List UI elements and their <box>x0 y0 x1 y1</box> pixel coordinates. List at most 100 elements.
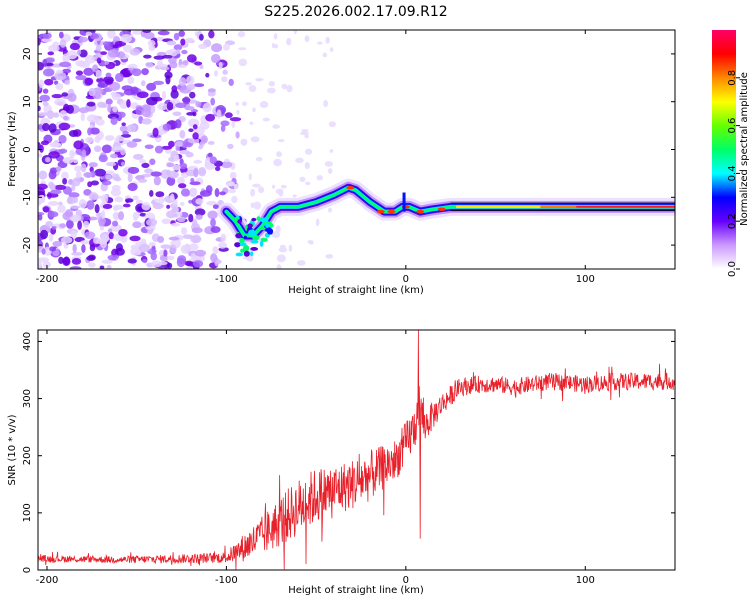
noise-blob <box>63 115 69 121</box>
noise-blob <box>58 134 67 144</box>
noise-blob <box>40 229 49 240</box>
noise-blob <box>224 158 230 162</box>
noise-blob <box>252 107 256 113</box>
noise-blob <box>88 87 96 97</box>
noise-blob <box>273 43 279 49</box>
noise-blob <box>70 205 80 210</box>
noise-blob <box>83 67 94 76</box>
noise-blob <box>39 94 51 102</box>
noise-blob <box>304 134 309 139</box>
noise-blob <box>87 127 92 136</box>
noise-blob <box>114 176 122 182</box>
noise-blob <box>137 178 148 183</box>
noise-blob <box>38 183 48 190</box>
noise-blob <box>209 156 218 164</box>
noise-blob <box>75 74 87 81</box>
noise-blob <box>107 228 113 234</box>
noise-blob <box>170 89 179 99</box>
noise-blob <box>47 200 60 206</box>
noise-blob <box>327 168 333 174</box>
noise-blob <box>106 264 112 269</box>
noise-blob <box>61 171 69 181</box>
noise-blob <box>176 216 186 223</box>
noise-blob <box>173 213 179 218</box>
noise-blob <box>329 47 334 53</box>
noise-blob <box>129 235 141 242</box>
noise-blob <box>208 30 215 39</box>
ridge-cluster <box>257 226 266 231</box>
noise-blob <box>253 201 262 210</box>
noise-blob <box>136 91 149 99</box>
x-tick-label: -100 <box>215 274 238 285</box>
noise-blob <box>51 94 63 99</box>
noise-blob <box>139 212 147 217</box>
snr-frame <box>37 329 676 571</box>
noise-blob <box>75 70 84 76</box>
noise-blob <box>141 108 152 118</box>
ridge-cluster <box>250 251 254 257</box>
snr-x-ticks: -200 -100 0 100 <box>36 330 595 586</box>
noise-blob <box>38 260 43 269</box>
noise-blob <box>174 119 182 129</box>
noise-blob <box>153 176 161 186</box>
noise-blob <box>271 231 281 239</box>
noise-blob <box>176 176 185 185</box>
snr-x-label: Height of straight line (km) <box>288 585 424 596</box>
noise-blob <box>259 100 269 109</box>
noise-blob <box>45 57 55 63</box>
noise-blob <box>146 97 158 106</box>
noise-blob <box>57 204 66 213</box>
noise-blob <box>220 124 226 132</box>
noise-blob <box>205 113 216 122</box>
noise-blob <box>189 187 198 196</box>
x-tick-label: 100 <box>576 575 595 586</box>
noise-blob <box>132 195 139 201</box>
noise-blob <box>176 257 186 268</box>
noise-blob <box>38 153 43 158</box>
ridge-cluster <box>266 228 274 235</box>
noise-blob <box>49 167 58 174</box>
noise-blob <box>158 196 165 204</box>
noise-blob <box>189 181 201 186</box>
noise-blob <box>238 58 248 67</box>
noise-blob <box>157 102 168 111</box>
noise-blob <box>273 33 278 40</box>
ridge-cluster <box>252 234 260 241</box>
ridge-cluster <box>242 244 250 252</box>
noise-blob <box>122 130 129 135</box>
noise-blob <box>205 185 213 194</box>
noise-blob <box>325 253 334 259</box>
noise-blob <box>293 30 297 35</box>
noise-blob <box>186 266 193 269</box>
noise-blob <box>305 181 311 186</box>
noise-blob <box>182 96 191 105</box>
noise-blob <box>140 80 146 87</box>
ridge-cluster <box>237 219 242 224</box>
noise-blob <box>172 164 181 171</box>
noise-blob <box>84 231 96 240</box>
noise-blob <box>184 37 195 43</box>
noise-blob <box>126 99 131 108</box>
ridge-cluster <box>248 229 256 237</box>
noise-blob <box>288 244 293 252</box>
noise-blob <box>75 170 82 179</box>
noise-blob <box>81 244 86 253</box>
noise-blob <box>119 125 129 133</box>
noise-blob <box>66 196 76 205</box>
y-tick-label: 10 <box>22 95 33 108</box>
noise-blob <box>188 128 194 132</box>
noise-blob <box>97 101 106 108</box>
noise-blob <box>248 85 257 93</box>
y-tick-label: 0 <box>22 567 33 573</box>
noise-blob <box>127 258 137 264</box>
noise-blob <box>42 68 55 77</box>
noise-blob <box>315 218 320 227</box>
ridge-cluster <box>239 237 245 244</box>
noise-blob <box>56 69 64 74</box>
noise-blob <box>38 105 41 112</box>
noise-blob <box>222 69 228 75</box>
noise-blob <box>160 244 172 249</box>
noise-blob <box>240 138 248 146</box>
noise-blob <box>328 121 336 128</box>
noise-blob <box>147 40 156 47</box>
